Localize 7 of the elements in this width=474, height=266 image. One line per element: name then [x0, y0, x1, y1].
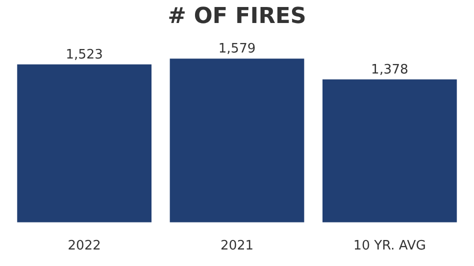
x-tick-label: 2022: [68, 238, 101, 254]
data-label: 1,378: [371, 62, 408, 78]
x-tick-label: 2021: [220, 238, 254, 254]
data-label: 1,523: [66, 47, 103, 62]
x-tick-label: 10 YR. AVG: [353, 238, 426, 254]
chart-title: # OF FIRES: [168, 4, 306, 29]
data-label: 1,579: [218, 41, 256, 56]
